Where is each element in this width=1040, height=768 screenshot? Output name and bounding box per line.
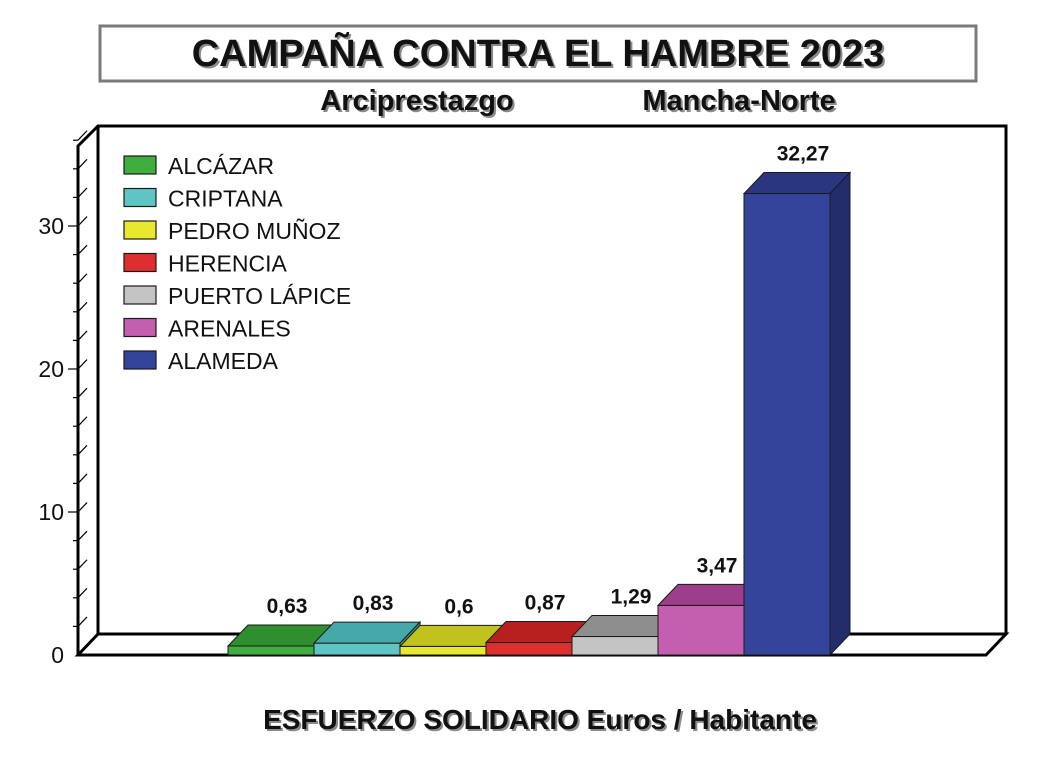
bar — [742, 171, 852, 657]
legend-swatch — [123, 187, 157, 208]
y-depth-tick — [77, 416, 88, 427]
bar-front — [657, 604, 745, 656]
y-axis-tick-labels: 0 10 20 30 — [38, 213, 64, 668]
legend-label: PUERTO LÁPICE — [168, 283, 351, 309]
legend: ALCÁZAR CRIPTANA PEDRO MUÑOZ HERENCIA PUERTO… — [123, 153, 351, 374]
bar-front — [485, 642, 573, 656]
y-depth-tick — [77, 502, 88, 513]
chart-title-shadow: CAMPAÑA CONTRA EL HAMBRE 2023 — [194, 33, 887, 77]
legend-label: ALAMEDA — [168, 348, 279, 374]
legend-label: PEDRO MUÑOZ — [168, 218, 341, 244]
subtitle-left-shadow: Arciprestazgo — [322, 87, 515, 119]
data-label: 1,29 — [611, 586, 652, 609]
bar-front — [571, 636, 659, 656]
subtitle-right-shadow: Mancha-Norte — [644, 87, 837, 119]
y-tick-label: 10 — [38, 499, 64, 525]
y-tick-label: 20 — [38, 356, 64, 382]
legend-item: ALAMEDA — [123, 348, 279, 374]
legend-label: ARENALES — [168, 316, 291, 342]
legend-swatch — [123, 350, 157, 370]
y-tick-label: 30 — [38, 213, 64, 239]
chart-title: CAMPAÑA CONTRA EL HAMBRE 2023 — [192, 31, 885, 75]
bar-front — [743, 193, 831, 656]
y-depth-tick — [77, 187, 88, 198]
y-depth-tick — [77, 158, 88, 170]
legend-label: HERENCIA — [168, 251, 288, 277]
y-depth-tick — [77, 387, 88, 399]
y-depth-tick — [77, 301, 88, 313]
y-depth-tick — [77, 587, 88, 599]
legend-item: PUERTO LÁPICE — [123, 283, 351, 309]
legend-item: CRIPTANA — [123, 186, 283, 212]
subtitle-left: Arciprestazgo — [320, 85, 513, 117]
bar-front — [227, 645, 315, 656]
title-box — [98, 24, 978, 83]
legend-item: ARENALES — [123, 316, 291, 342]
legend-item: HERENCIA — [123, 251, 288, 277]
bar-front — [399, 645, 487, 656]
bar-front — [313, 642, 401, 656]
x-axis-label: ESFUERZO SOLIDARIO Euros / Habitante — [263, 704, 817, 735]
x-axis-label-shadow: ESFUERZO SOLIDARIO Euros / Habitante — [265, 706, 819, 737]
legend-item: ALCÁZAR — [123, 153, 274, 179]
y-depth-tick — [77, 444, 88, 456]
y-depth-tick — [77, 616, 88, 627]
value-labels: 0,63 0,83 0,6 0,87 1,29 3,47 32,27 — [267, 143, 830, 619]
y-depth-tick — [77, 473, 88, 484]
data-label: 0,87 — [525, 592, 566, 615]
legend-label: ALCÁZAR — [168, 153, 274, 179]
legend-swatch — [123, 220, 157, 240]
legend-swatch — [123, 252, 157, 273]
y-depth-tick — [77, 530, 88, 542]
legend-swatch — [123, 155, 157, 175]
legend-swatch — [123, 317, 157, 338]
data-label: 0,83 — [353, 592, 394, 615]
bar-side — [829, 171, 851, 657]
y-depth-tick — [77, 559, 88, 570]
y-depth-tick — [77, 273, 88, 284]
y-tick-label: 0 — [51, 642, 64, 668]
legend-swatch — [123, 285, 157, 305]
y-depth-tick — [77, 359, 88, 370]
y-depth-tick — [77, 330, 88, 341]
data-label: 0,6 — [444, 595, 473, 618]
y-axis-ticks — [68, 130, 88, 628]
subtitle-right: Mancha-Norte — [642, 85, 835, 117]
legend-label: CRIPTANA — [168, 186, 283, 212]
data-label: 32,27 — [777, 143, 830, 166]
data-label: 0,63 — [267, 595, 308, 618]
y-depth-tick — [77, 130, 88, 141]
legend-item: PEDRO MUÑOZ — [123, 218, 341, 244]
bars — [226, 171, 852, 657]
data-label: 3,47 — [697, 554, 738, 577]
y-depth-tick — [77, 216, 88, 227]
y-depth-tick — [77, 244, 88, 256]
